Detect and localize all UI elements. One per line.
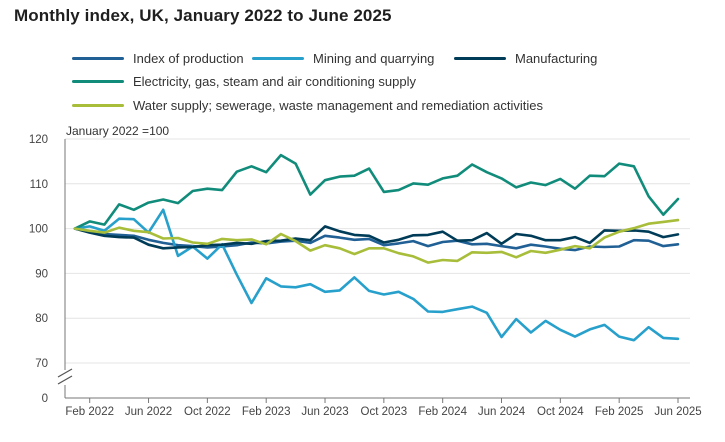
y-tick-label-80: 80 — [35, 313, 48, 325]
series-line-mining-and-quarrying — [73, 208, 680, 342]
y-tick-label-120: 120 — [29, 134, 48, 146]
x-tick-label-2: Oct 2022 — [184, 406, 231, 418]
x-tick-label-7: Jun 2024 — [478, 406, 526, 418]
chart-legend: Index of production Mining and quarrying… — [0, 0, 725, 130]
x-tick-label-1: Jun 2022 — [125, 406, 172, 418]
axis-break-mark-1 — [57, 368, 73, 378]
legend-item-mining-and-quarrying[interactable]: Mining and quarrying — [252, 48, 434, 68]
series-line-manufacturing — [73, 225, 680, 250]
x-tick-label-10: Jun 2025 — [654, 406, 701, 418]
legend-swatch-water-supply-sewerage — [72, 103, 124, 107]
legend-item-water-supply-sewerage[interactable]: Water supply; sewerage, waste management… — [72, 95, 543, 115]
x-tick-label-9: Feb 2025 — [595, 406, 644, 418]
series-line-electricity-gas-steam-and-air-conditioning-supply — [73, 153, 680, 230]
y-axis-label: January 2022 =100 — [66, 124, 169, 138]
series-line-water-supply-sewerage-waste-management-and-remediation-activities — [73, 218, 680, 264]
axis-break-mark-2 — [57, 375, 73, 385]
legend-swatch-mining-and-quarrying — [252, 56, 304, 60]
legend-label-water-supply-sewerage: Water supply; sewerage, waste management… — [133, 97, 543, 113]
x-tick-label-6: Feb 2024 — [418, 406, 467, 418]
legend-swatch-electricity-gas-steam — [72, 79, 124, 83]
y-tick-label-90: 90 — [35, 268, 48, 280]
legend-item-electricity-gas-steam[interactable]: Electricity, gas, steam and air conditio… — [72, 71, 416, 91]
legend-item-index-of-production[interactable]: Index of production — [72, 48, 244, 68]
legend-swatch-index-of-production — [72, 56, 124, 60]
x-tick-label-4: Jun 2023 — [301, 406, 348, 418]
legend-label-manufacturing: Manufacturing — [515, 50, 598, 66]
legend-item-manufacturing[interactable]: Manufacturing — [454, 48, 597, 68]
x-tick-label-3: Feb 2023 — [242, 406, 291, 418]
chart-title: Monthly index, UK, January 2022 to June … — [14, 6, 392, 25]
legend-swatch-manufacturing — [454, 56, 506, 60]
y-tick-label-70: 70 — [35, 358, 48, 370]
y-tick-label-0: 0 — [42, 393, 48, 405]
y-tick-label-110: 110 — [30, 179, 48, 191]
y-tick-label-100: 100 — [29, 224, 48, 236]
x-tick-label-8: Oct 2024 — [537, 406, 584, 418]
x-tick-label-0: Feb 2022 — [65, 406, 114, 418]
legend-label-mining-and-quarrying: Mining and quarrying — [313, 50, 435, 66]
x-tick-label-5: Oct 2023 — [361, 406, 408, 418]
legend-label-index-of-production: Index of production — [133, 50, 244, 66]
legend-label-electricity-gas-steam: Electricity, gas, steam and air conditio… — [133, 73, 417, 89]
